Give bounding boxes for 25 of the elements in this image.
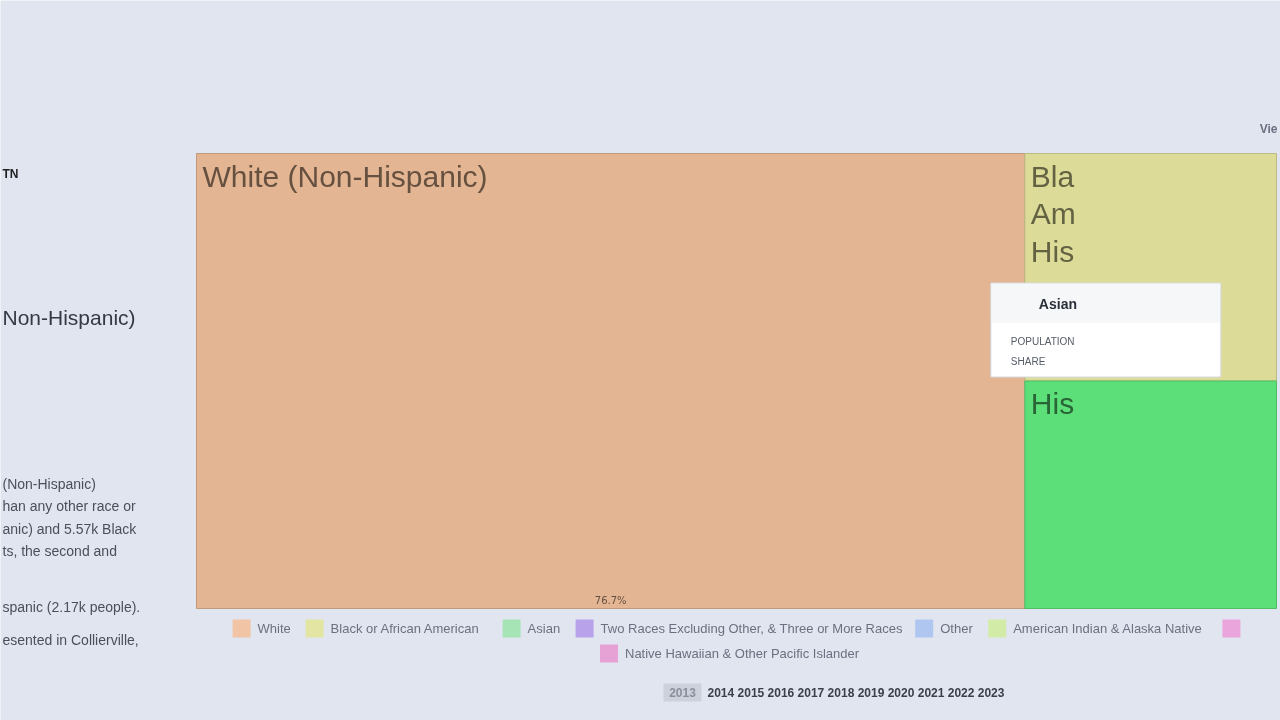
- text: esented in Collierville,: [2, 631, 139, 648]
- text: (Non-Hispanic): [2, 475, 96, 492]
- text: 2014 2015 2016 2017 2018 2019 2020 2021 2022 2023: [707, 685, 1005, 700]
- legend-label: Two Races Excluding Other, & Three or More Races: [600, 621, 903, 636]
- legend-label: White: [257, 621, 291, 636]
- legend-label: Black or African American: [330, 621, 479, 636]
- category-label: Bla Am His: [1030, 159, 1076, 269]
- text: SHARE: [1010, 355, 1046, 367]
- text: spanic (2.17k people).: [2, 598, 141, 615]
- category-label: His: [1030, 387, 1075, 420]
- legend-label: American Indian & Alaska Native: [1013, 621, 1202, 636]
- text: ts, the second and: [2, 542, 117, 559]
- text: TN: [2, 166, 19, 181]
- text: Vie: [1259, 121, 1278, 136]
- text: anic) and 5.57k Black: [2, 520, 138, 537]
- legend-label: Asian: [527, 621, 561, 636]
- legend-label: Native Hawaiian & Other Pacific Islander: [625, 646, 860, 661]
- category-label: White (Non-Hispanic): [202, 159, 488, 193]
- text: Asian: [1038, 296, 1077, 312]
- data-label: 76.7%: [594, 594, 627, 606]
- text: han any other race or: [2, 497, 136, 514]
- text: 2013: [669, 686, 697, 700]
- text: POPULATION: [1010, 335, 1075, 347]
- text: Non-Hispanic): [2, 306, 136, 329]
- legend-label: Other: [940, 621, 974, 636]
